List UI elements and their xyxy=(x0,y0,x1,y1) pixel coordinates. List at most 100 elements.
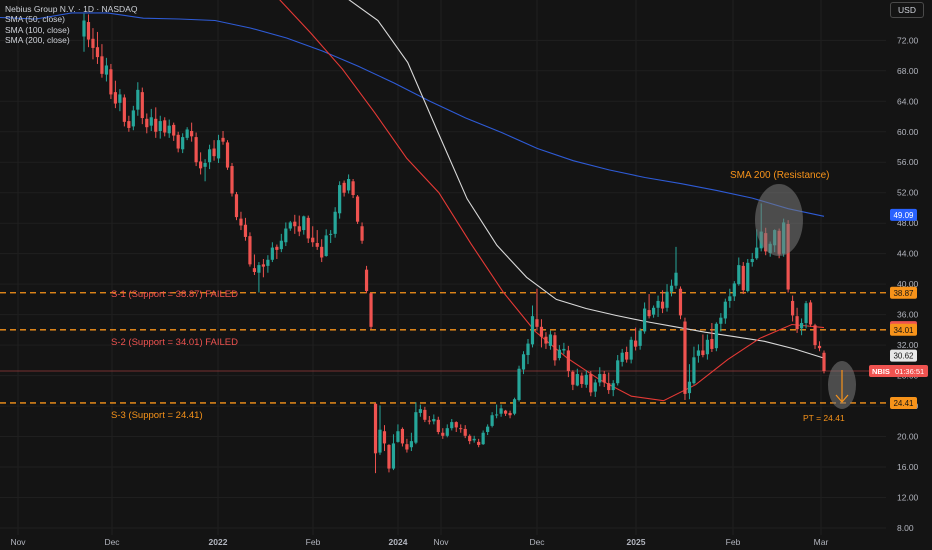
candle-body xyxy=(562,348,566,351)
candle-body xyxy=(822,352,826,372)
candle-body xyxy=(409,441,413,448)
candle-body xyxy=(369,293,373,327)
sma200-legend: SMA (200, close) xyxy=(5,34,70,45)
candle-body xyxy=(140,92,144,119)
candle-body xyxy=(172,124,176,136)
candle-body xyxy=(660,301,665,309)
last-price-symbol: NBIS xyxy=(872,367,890,376)
price-tag xyxy=(890,208,917,221)
candle-body xyxy=(665,291,669,308)
candle-body xyxy=(607,383,611,391)
candle-body xyxy=(508,412,512,416)
candle-body xyxy=(651,307,656,315)
candle-body xyxy=(95,47,100,58)
candle-body xyxy=(270,247,274,260)
candle-body xyxy=(750,259,754,263)
price-axis-label: 16.00 xyxy=(897,462,919,472)
candle-body xyxy=(118,94,122,103)
candle-body xyxy=(158,121,162,131)
time-axis-label: Nov xyxy=(433,537,449,547)
price-tag-label: 49.09 xyxy=(893,211,914,220)
candle-body xyxy=(557,349,561,359)
candle-body xyxy=(347,179,351,191)
candle-body xyxy=(575,374,579,386)
price-tag-label: 34.01 xyxy=(893,326,914,335)
candle-body xyxy=(580,375,584,384)
candle-body xyxy=(418,409,422,413)
candle-body xyxy=(342,182,346,193)
annotations: SMA 200 (Resistance) PT = 24.41 xyxy=(730,170,856,423)
candle-body xyxy=(338,185,342,214)
support-label: S-2 (Support = 34.01) FAILED xyxy=(111,337,238,348)
candle-body xyxy=(109,69,113,95)
candle-body xyxy=(454,422,458,428)
candle-body xyxy=(360,226,364,241)
time-axis: Nov Dec 2022 Feb 2024 Nov Dec 2025 Feb Mar xyxy=(0,535,932,550)
candle-body xyxy=(450,422,454,429)
candle-body xyxy=(486,426,490,432)
target-arrow-head xyxy=(835,394,849,403)
candle-body xyxy=(297,226,301,232)
candle-body xyxy=(714,323,718,349)
candle-body xyxy=(306,217,310,239)
candle-body xyxy=(391,443,396,469)
candle-body xyxy=(589,374,593,393)
price-axis-label: 12.00 xyxy=(897,493,919,503)
candle-body xyxy=(275,246,279,250)
candle-body xyxy=(593,382,597,392)
price-axis-label: 64.00 xyxy=(897,96,919,106)
price-axis-label: 36.00 xyxy=(897,310,919,320)
candle-body xyxy=(728,296,732,301)
candle-body xyxy=(203,163,207,167)
candle-body xyxy=(445,428,449,436)
candle-body xyxy=(378,429,382,453)
price-tag xyxy=(890,349,917,362)
candle-body xyxy=(674,272,678,286)
candle-body xyxy=(517,368,521,400)
price-axis-label: 48.00 xyxy=(897,218,919,228)
candle-body xyxy=(373,403,378,454)
price-axis-label: 60.00 xyxy=(897,127,919,137)
price-tags: 49.0938.8734.3634.0130.6224.41NBIS01:36:… xyxy=(869,208,928,409)
candle-body xyxy=(248,236,252,265)
candle-body xyxy=(293,221,297,227)
candle-body xyxy=(212,148,216,157)
candle-body xyxy=(535,319,539,327)
candle-body xyxy=(311,237,315,243)
candle-body xyxy=(302,216,306,231)
candle-body xyxy=(705,339,709,355)
price-tag xyxy=(890,396,917,409)
support-label: S-3 (Support = 24.41) xyxy=(111,410,203,421)
candle-body xyxy=(190,130,194,137)
price-axis-label: 20.00 xyxy=(897,432,919,442)
candle-body xyxy=(539,326,544,337)
price-tag xyxy=(890,286,917,299)
time-axis-label: 2025 xyxy=(627,537,646,547)
time-axis-label: Dec xyxy=(104,537,120,547)
candle-body xyxy=(329,233,333,235)
candle-body xyxy=(544,336,548,344)
candle-body xyxy=(786,223,790,290)
symbol-title: Nebius Group N.V. · 1D · NASDAQ xyxy=(5,4,138,14)
candle-body xyxy=(737,265,741,285)
candle-body xyxy=(499,408,503,414)
candle-body xyxy=(234,194,239,218)
candle-body xyxy=(355,196,360,222)
candle-body xyxy=(181,137,185,150)
candle-body xyxy=(723,301,727,319)
candle-body xyxy=(813,325,817,346)
candle-body xyxy=(387,444,391,469)
price-axis: 8.0012.0016.0020.0024.0028.0032.0036.004… xyxy=(886,0,932,535)
price-axis-label: 8.00 xyxy=(897,523,914,533)
candle-body xyxy=(154,118,158,132)
candle-body xyxy=(382,431,387,444)
chart-legend: Nebius Group N.V. · 1D · NASDAQ SMA (50,… xyxy=(5,4,137,45)
candle-body xyxy=(257,265,261,273)
candle-body xyxy=(351,181,355,196)
candle-body xyxy=(441,432,445,436)
candle-body xyxy=(799,323,804,329)
currency-button[interactable]: USD xyxy=(890,2,924,18)
sma50-legend: SMA (50, close) xyxy=(5,14,65,25)
price-axis-label: 68.00 xyxy=(897,66,919,76)
